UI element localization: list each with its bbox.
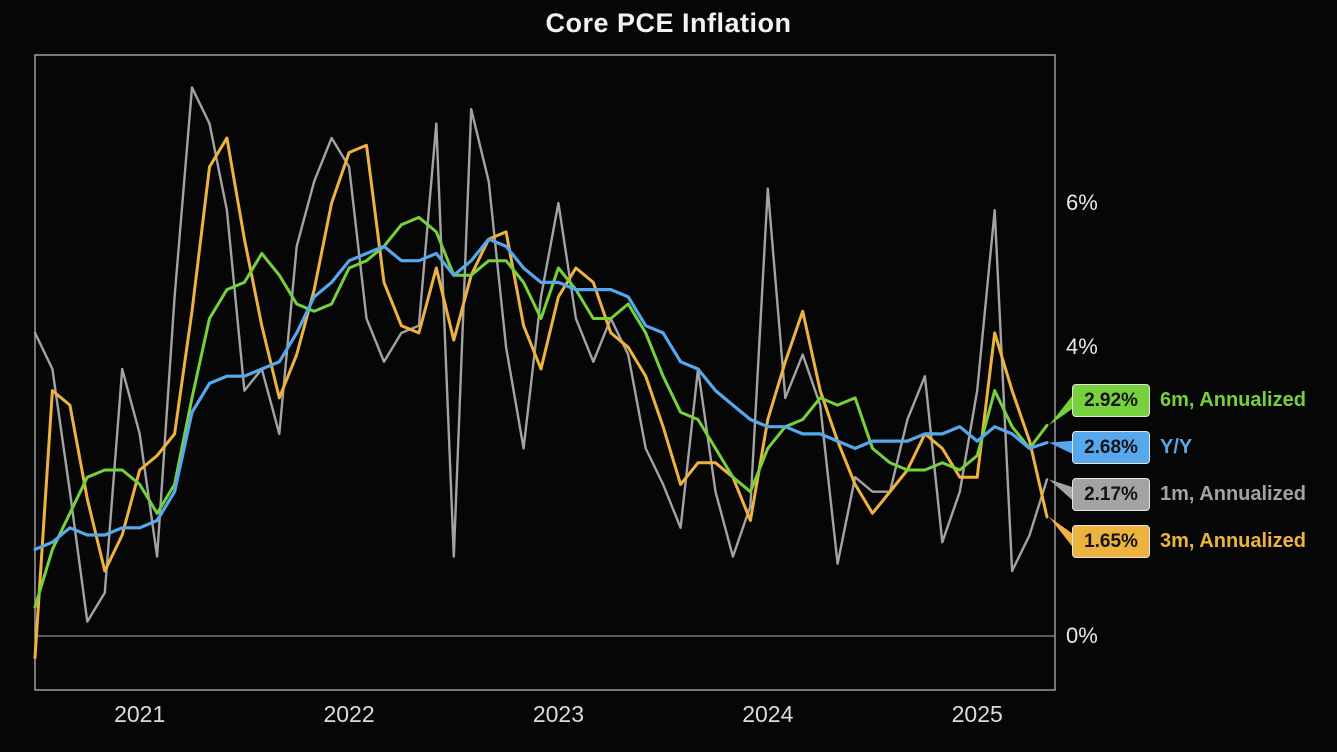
legend-series-label: 1m, Annualized <box>1160 483 1306 506</box>
y-axis-tick-label: 6% <box>1066 190 1098 215</box>
series-line-6m-annualized <box>33 215 1049 609</box>
x-axis-tick-label: 2022 <box>323 701 375 727</box>
legend-item: 2.68% Y/Y <box>1072 431 1193 465</box>
legend-series-label: 3m, Annualized <box>1160 530 1306 553</box>
y-axis-tick-label: 0% <box>1066 623 1098 648</box>
legend-pointer <box>1049 479 1074 502</box>
legend-pointer <box>1049 516 1074 549</box>
legend-pointer <box>1049 393 1074 426</box>
legend-value-badge: 2.92% <box>1072 384 1150 418</box>
series-line-y-y <box>33 237 1049 552</box>
x-axis-tick-label: 2021 <box>114 701 166 727</box>
series-line-3m-annualized <box>33 136 1049 660</box>
legend-item: 2.92% 6m, Annualized <box>1072 384 1306 418</box>
legend-series-label: 6m, Annualized <box>1160 389 1306 412</box>
series-line-1m-annualized <box>33 86 1049 623</box>
x-axis-tick-label: 2024 <box>742 701 794 727</box>
legend-item: 1.65% 3m, Annualized <box>1072 525 1306 559</box>
y-axis-tick-label: 4% <box>1066 334 1098 360</box>
legend-value-badge: 2.68% <box>1072 431 1150 465</box>
legend-item: 2.17% 1m, Annualized <box>1072 478 1306 512</box>
legend-pointer <box>1049 440 1074 455</box>
x-axis-tick-label: 2023 <box>532 701 585 727</box>
legend-value-badge: 2.17% <box>1072 478 1150 512</box>
chart-title: Core PCE Inflation <box>545 8 792 38</box>
legend-value-badge: 1.65% <box>1072 525 1150 559</box>
plot-frame <box>34 54 1056 691</box>
legend-series-label: Y/Y <box>1160 436 1193 459</box>
x-axis-tick-label: 2025 <box>951 701 1003 727</box>
